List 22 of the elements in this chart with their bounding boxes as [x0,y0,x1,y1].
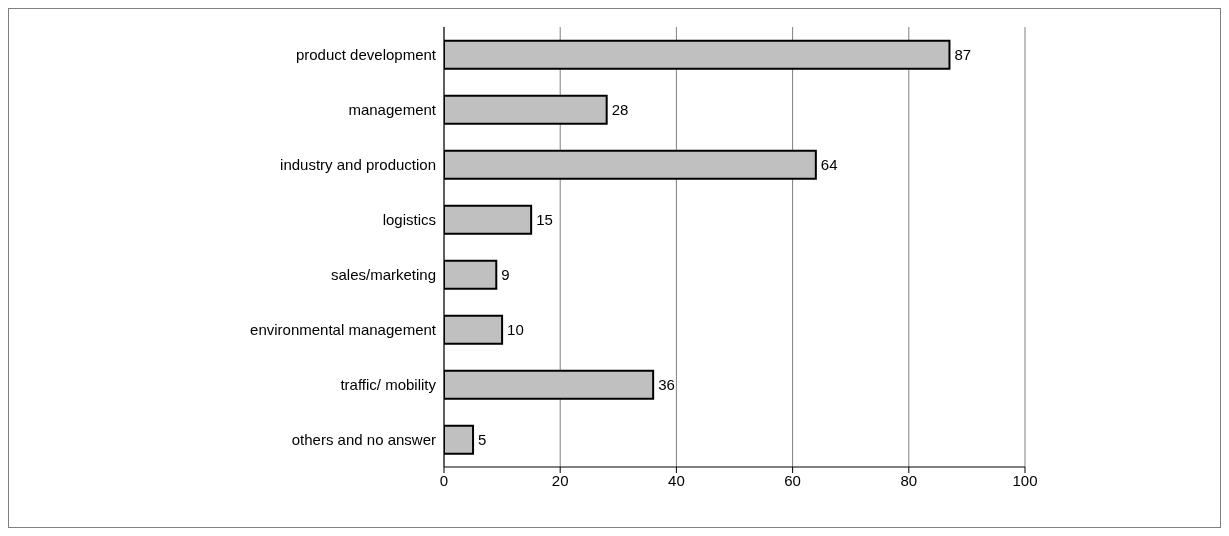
y-tick-label: industry and production [280,155,436,173]
data-label: 87 [954,46,972,64]
y-tick-label: others and no answer [291,430,436,448]
y-tick-label: traffic/ mobility [340,375,437,393]
y-tick-label: sales/marketing [330,265,436,283]
data-label: 10 [507,321,524,339]
x-tick-label: 100 [1012,471,1038,489]
y-tick-label: management [348,100,437,118]
data-label: 64 [820,156,838,174]
x-tick-label: 0 [439,471,449,489]
data-label: 15 [536,211,553,229]
data-label: 5 [478,431,487,449]
x-tick-label: 60 [784,471,801,489]
x-tick-label: 80 [900,471,918,489]
data-label: 9 [501,266,510,284]
data-label: 28 [611,101,629,119]
x-tick-label: 40 [668,471,685,489]
data-label: 36 [658,376,675,394]
y-tick-label: product development [295,45,437,63]
y-tick-label: logistics [382,210,436,228]
y-tick-label: environmental management [250,320,437,338]
x-tick-label: 20 [551,471,569,489]
